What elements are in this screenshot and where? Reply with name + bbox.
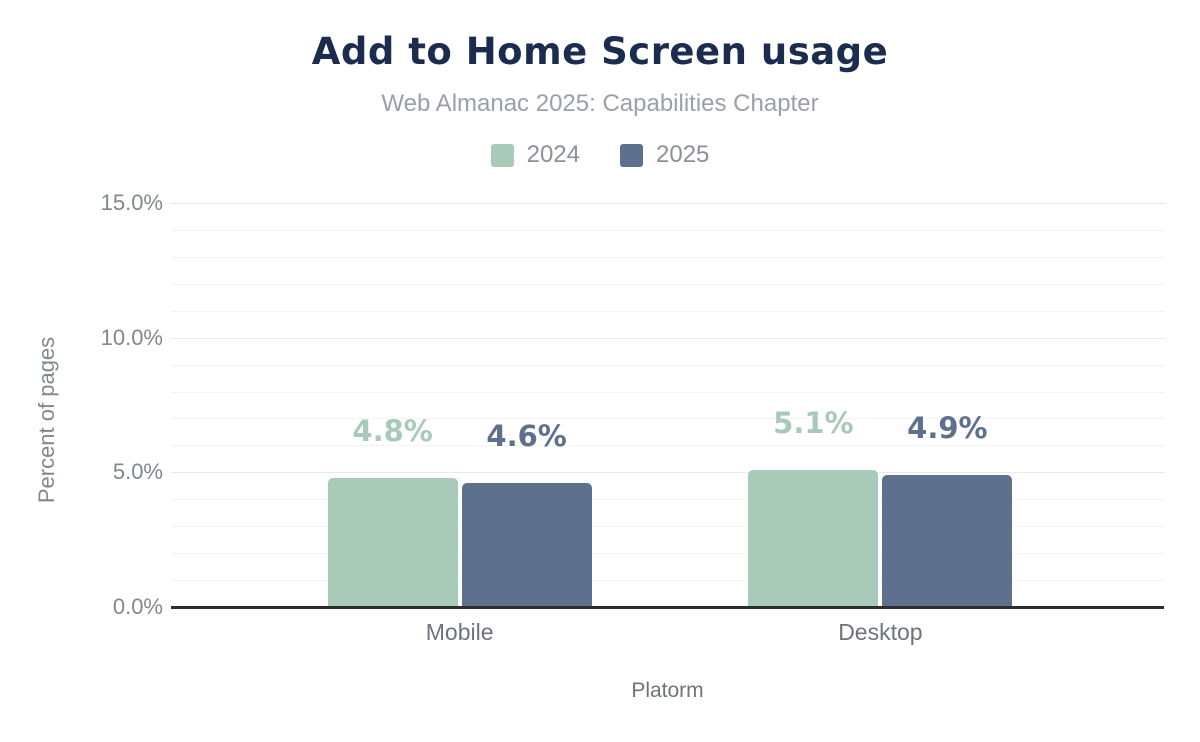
bar-desktop-2025 bbox=[882, 475, 1013, 607]
minor-gridline bbox=[171, 283, 1165, 285]
legend-item-2024: 2024 bbox=[490, 141, 580, 169]
x-axis-title: Platorm bbox=[631, 679, 704, 702]
minor-gridline bbox=[171, 499, 1165, 501]
bar-desktop-2024 bbox=[748, 469, 879, 607]
minor-gridline bbox=[171, 445, 1165, 447]
major-gridline bbox=[171, 203, 1165, 204]
x-category-label: Desktop bbox=[838, 619, 923, 645]
bar-mobile-2024 bbox=[327, 477, 458, 607]
minor-gridline bbox=[171, 364, 1165, 366]
bar-value-label: 5.1% bbox=[773, 405, 854, 440]
legend-label: 2025 bbox=[656, 141, 710, 168]
y-tick-label: 10.0% bbox=[100, 324, 163, 350]
bar-value-label: 4.8% bbox=[352, 413, 433, 448]
legend: 2024 2025 bbox=[0, 141, 1200, 169]
x-axis-line bbox=[171, 606, 1164, 609]
legend-label: 2024 bbox=[526, 141, 580, 168]
chart-subtitle: Web Almanac 2025: Capabilities Chapter bbox=[381, 90, 819, 117]
bar-value-label: 4.6% bbox=[486, 419, 567, 454]
y-axis-title: Percent of pages bbox=[34, 336, 59, 504]
minor-gridline bbox=[171, 310, 1165, 312]
minor-gridline bbox=[171, 256, 1165, 258]
x-category-label: Mobile bbox=[425, 619, 494, 645]
chart-title: Add to Home Screen usage bbox=[311, 30, 889, 73]
minor-gridline bbox=[171, 526, 1165, 528]
y-tick-label: 0.0% bbox=[112, 594, 163, 619]
y-tick-label: 15.0% bbox=[100, 190, 163, 215]
major-gridline bbox=[171, 472, 1165, 474]
minor-gridline bbox=[171, 391, 1165, 393]
legend-item-2025: 2025 bbox=[620, 141, 709, 169]
y-tick-label: 5.0% bbox=[112, 459, 163, 485]
legend-swatch-icon bbox=[620, 143, 643, 167]
minor-gridline bbox=[171, 229, 1165, 231]
plot-area: 4.8% 4.6% 5.1% 4.9% bbox=[171, 203, 1165, 607]
minor-gridline bbox=[171, 580, 1165, 582]
bar-value-label: 4.9% bbox=[907, 411, 988, 446]
bar-mobile-2025 bbox=[461, 483, 592, 607]
minor-gridline bbox=[171, 553, 1165, 555]
legend-swatch-icon bbox=[490, 143, 514, 167]
major-gridline bbox=[171, 337, 1165, 339]
minor-gridline bbox=[171, 418, 1165, 420]
